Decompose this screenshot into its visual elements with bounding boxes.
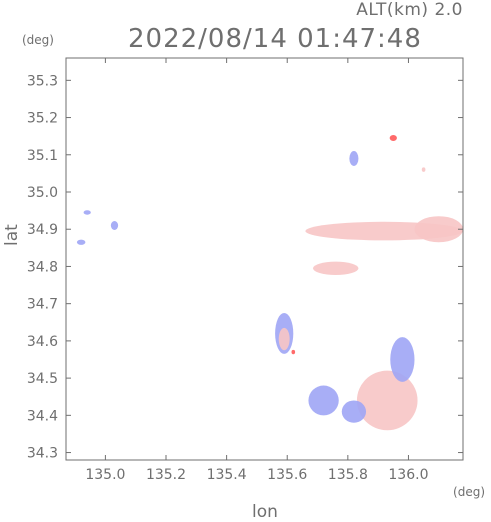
observation-datetime: 2022/08/14 01:47:48 [128,24,422,54]
echo-band-north-east [414,216,464,243]
y-tick-label: 34.6 [27,334,58,350]
y-tick-label: 34.9 [27,222,58,238]
echo-south-east-mass [356,370,418,431]
echo-west-cell-3 [76,239,86,245]
echo-west-cell-2 [110,221,119,230]
altitude-label: ALT(km) 2.0 [356,0,463,20]
y-tick-label: 35.0 [27,185,58,201]
echo-centre-cluster-core [278,327,290,351]
echo-band-middle [312,261,359,276]
echo-north-isolated-3 [421,167,426,172]
echo-layer [76,135,464,431]
latitude-unit-label: (deg) [22,33,54,47]
echo-south-strong [291,349,296,355]
y-tick-label: 34.5 [27,371,58,387]
x-tick-label: 135.8 [328,467,368,483]
echo-north-isolated-1 [389,135,397,142]
x-axis-label: lon [252,502,278,522]
y-tick-label: 35.2 [27,111,58,127]
y-tick-label: 34.8 [27,259,58,275]
echo-west-cell-1 [83,210,91,215]
plot-frame [65,57,464,461]
echo-south-cells [308,385,339,416]
y-tick-label: 35.1 [27,148,58,164]
y-tick-label: 35.3 [27,73,58,89]
tick-layer: 135.0 135.2 135.4 135.6 135.8 136.0 34.3 34.4 34… [27,58,463,483]
x-tick-label: 135.2 [146,467,186,483]
echo-north-isolated-2 [349,151,359,166]
echo-south-cells-2 [341,400,367,423]
x-tick-label: 135.4 [207,467,247,483]
y-tick-label: 34.7 [27,297,58,313]
y-tick-label: 34.3 [27,446,58,462]
y-tick-label: 34.4 [27,408,58,424]
x-tick-label: 135.6 [267,467,307,483]
echo-south-east-arc [390,337,415,382]
x-tick-label: 136.0 [388,467,428,483]
x-tick-label: 135.0 [85,467,125,483]
longitude-unit-label: (deg) [453,485,485,499]
